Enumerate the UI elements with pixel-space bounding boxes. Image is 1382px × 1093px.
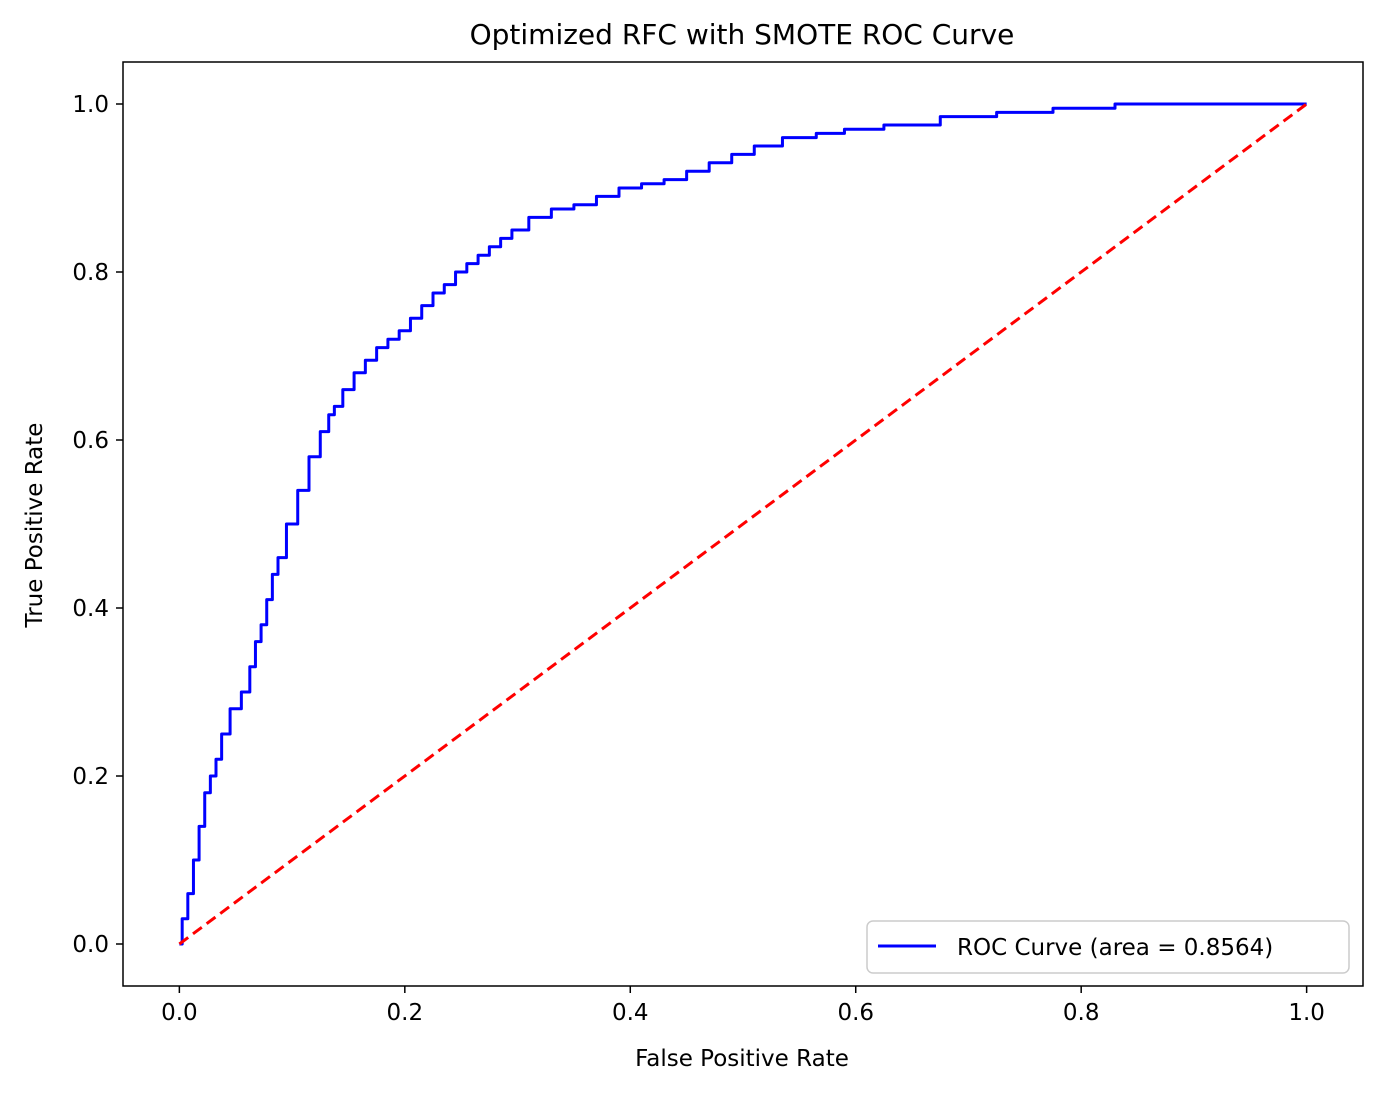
plot-frame — [122, 61, 1364, 987]
x-tick-label: 0.6 — [837, 1000, 874, 1026]
x-tick-label: 0.2 — [387, 1000, 424, 1026]
legend-label: ROC Curve (area = 0.8564) — [957, 935, 1273, 961]
roc-curve-line — [179, 102, 1307, 946]
y-tick-label: 0.0 — [72, 932, 109, 958]
y-axis-label: True Positive Rate — [22, 423, 48, 629]
x-tick-label: 1.0 — [1288, 1000, 1325, 1026]
x-tick-label: 0.4 — [612, 1000, 649, 1026]
chart-title: Optimized RFC with SMOTE ROC Curve — [470, 18, 1015, 51]
chance-line — [178, 102, 1308, 946]
y-tick-label: 0.4 — [72, 596, 109, 622]
legend-box — [866, 920, 1350, 974]
legend: ROC Curve (area = 0.8564) — [866, 920, 1350, 974]
series-layer — [178, 102, 1308, 946]
x-tick-label: 0.0 — [161, 1000, 198, 1026]
axes-layer: 0.0 0.2 0.4 0.6 0.8 1.0 0.0 0.2 0.4 0.6 0.8 1.0 — [72, 92, 1325, 1026]
y-tick-label: 0.6 — [72, 428, 109, 454]
x-axis-label: False Positive Rate — [635, 1046, 849, 1072]
y-tick-label: 0.2 — [72, 764, 109, 790]
y-tick-label: 1.0 — [72, 92, 109, 118]
x-tick-label: 0.8 — [1063, 1000, 1100, 1026]
y-tick-label: 0.8 — [72, 260, 109, 286]
